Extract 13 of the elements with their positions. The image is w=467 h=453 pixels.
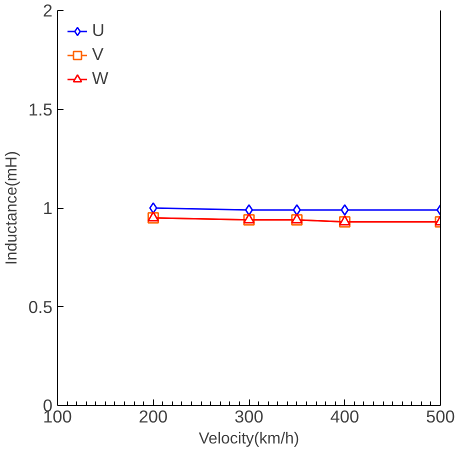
x-tick-label: 200 xyxy=(138,406,168,426)
y-tick-label: 0.5 xyxy=(28,296,53,317)
x-tick-label: 500 xyxy=(426,406,455,426)
x-tick-label: 300 xyxy=(234,406,264,426)
x-tick-label: 400 xyxy=(330,406,360,426)
legend-label: W xyxy=(92,68,110,89)
y-tick-label: 1.5 xyxy=(28,99,53,120)
x-axis-title: Velocity(km/h) xyxy=(198,430,300,448)
y-tick-label: 1 xyxy=(42,198,53,218)
legend-label: U xyxy=(92,20,106,41)
y-tick-label: 2 xyxy=(42,0,53,20)
legend-label: V xyxy=(92,44,105,65)
y-axis-title: Inductance(mH) xyxy=(3,151,20,265)
